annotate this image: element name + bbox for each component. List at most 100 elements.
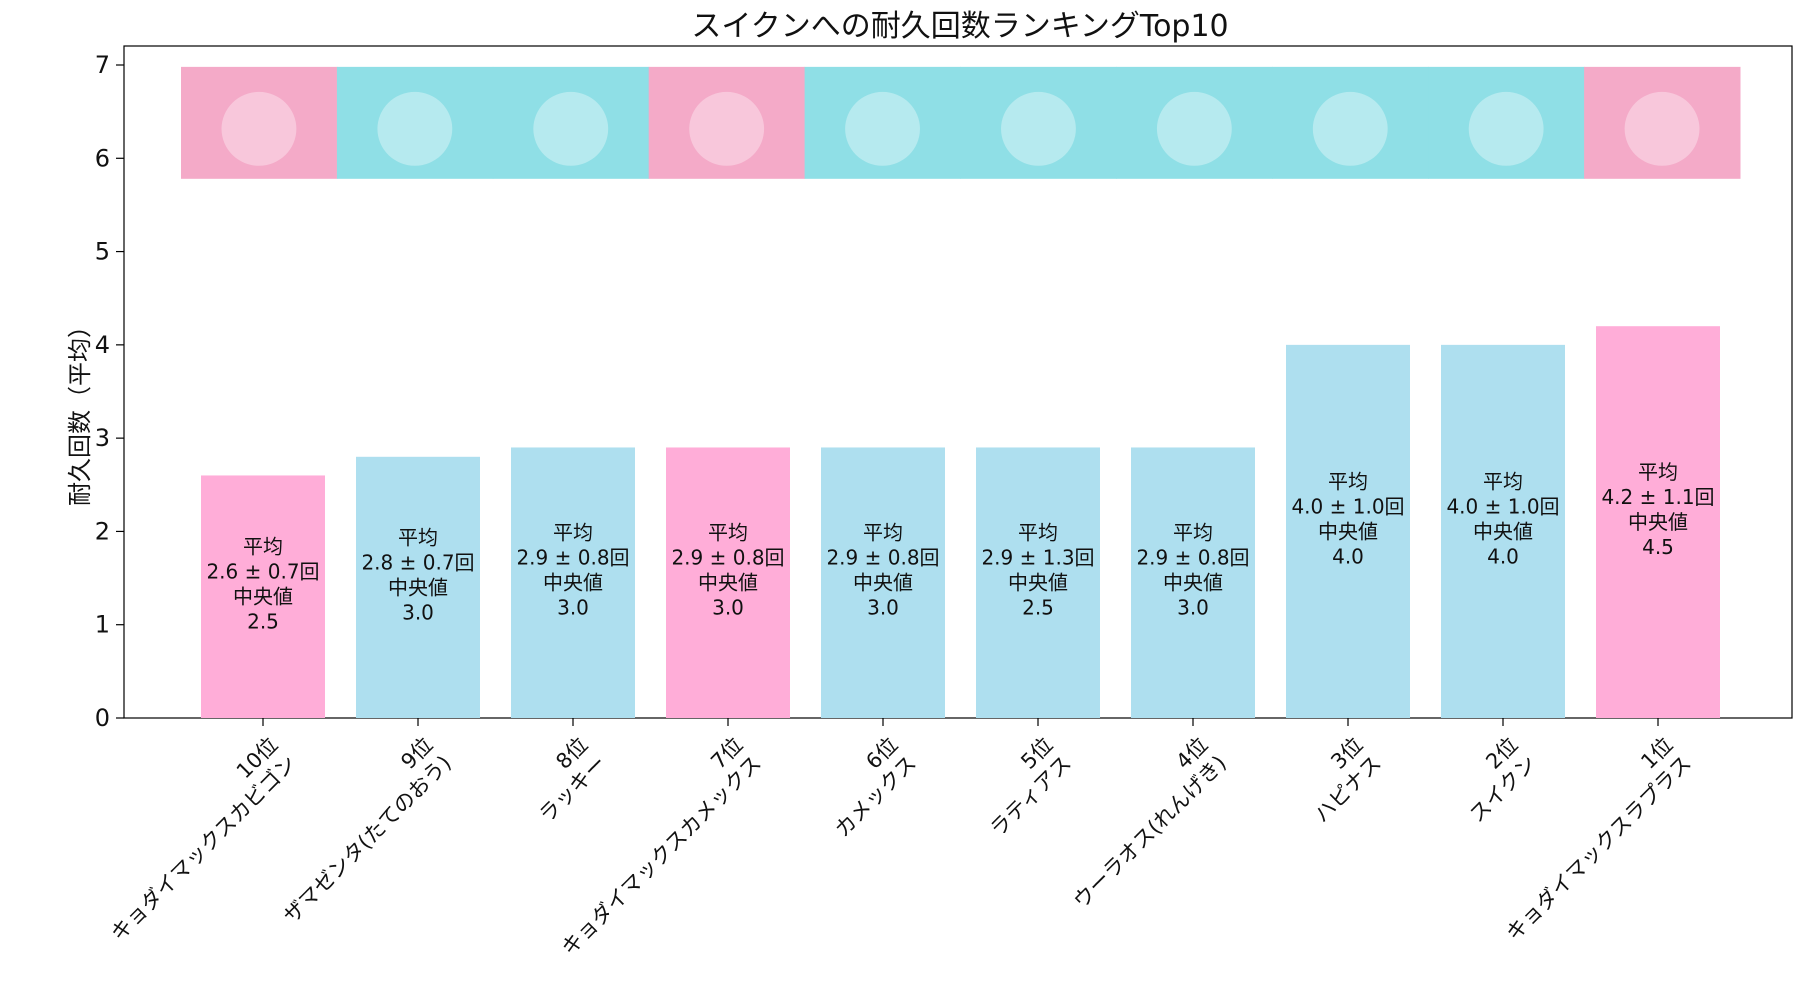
bar-data-label-line: 平均 [1483,469,1523,493]
bar-data-label: 平均 2.9 ± 0.8回中央値 3.0 [1136,521,1249,620]
pokemon-silhouette-icon [845,91,920,166]
bar [1596,326,1720,718]
bar-data-label-line: 2.9 ± 0.8回 [516,546,629,570]
x-tick-label-line: ウーラオス(れんげき) [1069,751,1231,913]
bar-data-label-line: 中央値 [1318,519,1378,543]
chart-title: スイクンへの耐久回数ランキングTop10 [691,9,1228,44]
x-tick-label-line: ザマゼンタ(たてのおう) [279,751,456,928]
y-tick-label: 3 [95,424,110,452]
bar-data-label-line: 中央値 [1163,571,1223,595]
bar-data-label-line: 2.9 ± 0.8回 [671,546,784,570]
pokemon-image-lucky [492,66,650,179]
bar-data-label-line: 平均 [863,521,903,545]
bar-data-label-line: 平均 [1638,460,1678,484]
bar [666,447,790,718]
x-tick-label: 5位ラティアス [967,733,1076,842]
bar-data-label-line: 中央値 [388,575,448,599]
bar-data-label-line: 平均 [553,521,593,545]
bar-data-label-line: 中央値 [233,585,293,609]
bar-data-label-line: 平均 [243,535,283,559]
bar-data-label-line: 平均 [1018,521,1058,545]
bar-data-label-line: 4.0 [1487,544,1519,568]
bar-data-label-line: 中央値 [543,571,603,595]
bar-data-label: 平均 4.0 ± 1.0回中央値 4.0 [1446,469,1559,568]
bar-data-label: 平均 4.2 ± 1.1回中央値 4.5 [1601,460,1714,559]
bar-data-label-line: 2.5 [1022,596,1054,620]
pokemon-image-zamazenta [336,66,494,179]
bar-data-label-line: 4.2 ± 1.1回 [1601,485,1714,509]
pokemon-image-latias [960,66,1117,179]
bar-data-label-line: 平均 [1173,521,1213,545]
bar-data-label: 平均 4.0 ± 1.0回中央値 4.0 [1291,469,1404,568]
bar-data-label-line: 3.0 [557,596,589,620]
bar-data-label-line: 2.9 ± 0.8回 [1136,546,1249,570]
bar [1441,344,1565,718]
bar-data-label-line: 中央値 [1473,519,1533,543]
bar [201,475,325,718]
bar-data-label-line: 2.6 ± 0.7回 [206,560,319,584]
bar [356,456,480,718]
pokemon-image-kyodai-kamex [648,66,806,179]
bar [976,447,1100,718]
bar-data-label-line: 3.0 [712,596,744,620]
bar-data-label: 平均 2.9 ± 1.3回中央値 2.5 [981,521,1094,620]
bar [1131,447,1255,718]
y-tick-label: 6 [95,144,110,172]
bar [821,447,945,718]
pokemon-silhouette-icon [377,91,453,166]
pokemon-silhouette-icon [533,91,609,166]
x-tick-label: 10位キョダイマックスカビゴン [88,733,301,946]
pokemon-silhouette-icon [1468,91,1544,166]
bar-data-label: 平均 2.9 ± 0.8回中央値 3.0 [671,521,784,620]
bar-data-label-line: 2.9 ± 1.3回 [981,546,1094,570]
pokemon-image-urshifu [1116,66,1273,179]
bar-data-label-line: 平均 [708,521,748,545]
x-tick-label-line: キョダイマックスカビゴン [106,751,301,946]
bar-data-label-line: 4.0 [1332,544,1364,568]
pokemon-silhouette-icon [1001,91,1076,166]
pokemon-silhouette-icon [221,91,297,166]
y-tick-label: 7 [95,51,110,79]
x-tick-label-line: キョダイマックスラプラス [1501,751,1695,945]
bar-data-label: 平均 2.9 ± 0.8回中央値 3.0 [516,521,629,620]
pokemon-image-kyodai-kabigon [181,66,338,179]
bar-data-label: 平均 2.9 ± 0.8回中央値 3.0 [826,521,939,620]
bar-data-label-line: 4.0 ± 1.0回 [1446,494,1559,518]
bar [1286,344,1410,718]
pokemon-silhouette-icon [1624,91,1700,166]
y-tick-label: 5 [95,238,110,266]
bar-data-label-line: 中央値 [1008,571,1068,595]
y-tick-label: 2 [95,517,110,545]
pokemon-image-kamex [804,66,961,179]
bar-data-label-line: 4.5 [1642,535,1674,559]
pokemon-silhouette-icon [689,91,765,166]
bar-data-label-line: 3.0 [1177,596,1209,620]
pokemon-image-suicune [1428,66,1585,179]
bar-data-label-line: 2.5 [247,610,279,634]
bar-data-label: 平均 2.8 ± 0.7回中央値 3.0 [361,525,474,624]
bar [511,447,635,718]
y-axis-label: 耐久回数（平均） [66,314,94,506]
x-tick-label: 2位スイクン [1446,733,1540,827]
pokemon-silhouette-icon [1312,91,1388,166]
bar-data-label-line: 中央値 [1628,510,1688,534]
y-tick-label: 0 [95,704,110,732]
y-tick-label: 1 [95,611,110,639]
pokemon-image-kyodai-lapras [1584,66,1741,179]
pokemon-silhouette-icon [1156,91,1232,166]
bar-data-label-line: 2.9 ± 0.8回 [826,546,939,570]
y-tick-label: 4 [95,331,110,359]
bar-data-label-line: 中央値 [853,571,913,595]
bar-data-label-line: 3.0 [402,600,434,624]
bar-data-label: 平均 2.6 ± 0.7回中央値 2.5 [206,535,319,634]
x-tick-label: 6位カメックス [812,733,921,842]
bar-data-label-line: 3.0 [867,596,899,620]
axes-frame [123,45,1793,719]
pokemon-image-happinas [1272,66,1429,179]
x-tick-label: 4位ウーラオス(れんげき) [1050,733,1231,914]
bar-data-label-line: 4.0 ± 1.0回 [1291,494,1404,518]
bar-data-label-line: 2.8 ± 0.7回 [361,550,474,574]
bar-data-label-line: 平均 [398,525,438,549]
